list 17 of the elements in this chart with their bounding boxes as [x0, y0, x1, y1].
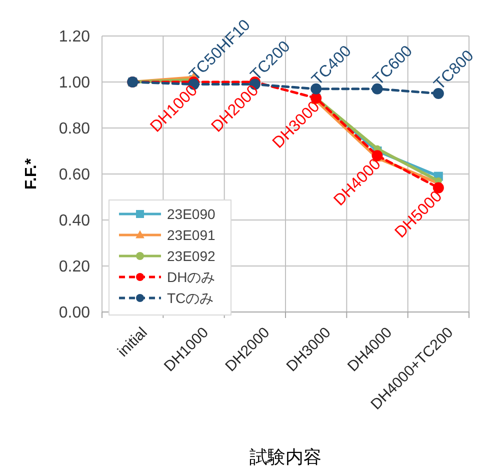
legend-label: TCのみ	[167, 290, 214, 306]
legend-label: 23E092	[167, 248, 216, 264]
point	[310, 83, 322, 94]
y-tick-label: 0.60	[58, 166, 90, 184]
y-axis-title: F.F.*	[23, 158, 40, 190]
y-tick-label: 0.80	[58, 120, 90, 138]
legend-label: DHのみ	[167, 268, 216, 285]
point	[432, 88, 444, 99]
y-tick-label: 0.40	[58, 212, 90, 230]
y-tick-label: 1.20	[58, 28, 90, 46]
point	[372, 83, 383, 94]
y-tick-label: 1.00	[58, 74, 90, 92]
legend-label: 23E090	[167, 206, 216, 222]
y-tick-label: 0.20	[58, 258, 90, 276]
y-tick-label: 0.00	[58, 304, 90, 322]
x-axis-title: 試験内容	[250, 447, 322, 467]
legend-label: 23E091	[167, 226, 216, 243]
